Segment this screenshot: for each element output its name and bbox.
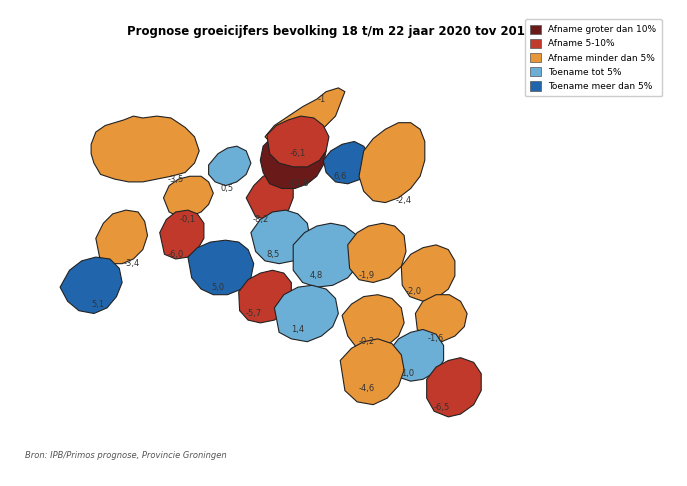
Text: 4,8: 4,8 xyxy=(310,271,324,280)
Text: Bron: IPB/Primos prognose, Provincie Groningen: Bron: IPB/Primos prognose, Provincie Gro… xyxy=(25,451,227,460)
Text: -4,6: -4,6 xyxy=(359,384,374,393)
Text: -1,6: -1,6 xyxy=(428,334,444,344)
Polygon shape xyxy=(188,240,254,295)
Polygon shape xyxy=(293,223,361,287)
Text: 6,6: 6,6 xyxy=(333,172,347,181)
Polygon shape xyxy=(251,210,310,264)
Polygon shape xyxy=(160,210,204,259)
Text: 5,1: 5,1 xyxy=(91,299,104,309)
Text: 0,5: 0,5 xyxy=(221,184,234,193)
Text: -3,4: -3,4 xyxy=(124,259,139,268)
Polygon shape xyxy=(246,173,293,220)
Polygon shape xyxy=(274,285,338,342)
Polygon shape xyxy=(209,146,251,186)
Text: 8,5: 8,5 xyxy=(266,250,279,259)
Text: -6,1: -6,1 xyxy=(290,149,306,158)
Legend: Afname groter dan 10%, Afname 5-10%, Afname minder dan 5%, Toename tot 5%, Toena: Afname groter dan 10%, Afname 5-10%, Afn… xyxy=(525,19,662,96)
Text: -0,1: -0,1 xyxy=(180,215,196,224)
Text: 1,0: 1,0 xyxy=(401,369,414,378)
Polygon shape xyxy=(265,88,345,144)
Text: -6,0: -6,0 xyxy=(168,250,184,259)
Text: -6,5: -6,5 xyxy=(433,403,450,412)
Polygon shape xyxy=(95,210,148,264)
Polygon shape xyxy=(342,295,404,351)
Polygon shape xyxy=(416,295,467,342)
Polygon shape xyxy=(267,116,329,167)
Text: 5,0: 5,0 xyxy=(212,283,225,292)
Polygon shape xyxy=(401,245,455,301)
Polygon shape xyxy=(324,141,370,184)
Text: Prognose groeicijfers bevolking 18 t/m 22 jaar 2020 tov 2015 (%): Prognose groeicijfers bevolking 18 t/m 2… xyxy=(127,25,560,38)
Polygon shape xyxy=(427,358,481,417)
Text: -8,2: -8,2 xyxy=(252,215,269,224)
Polygon shape xyxy=(238,270,291,323)
Text: -1,9: -1,9 xyxy=(359,271,374,280)
Polygon shape xyxy=(60,257,122,313)
Text: -3,5: -3,5 xyxy=(168,174,184,184)
Text: -0,2: -0,2 xyxy=(359,337,374,346)
Polygon shape xyxy=(359,122,425,203)
Polygon shape xyxy=(164,176,213,217)
Polygon shape xyxy=(348,223,406,282)
Text: -2,0: -2,0 xyxy=(405,287,422,296)
Text: -5,7: -5,7 xyxy=(246,309,262,318)
Polygon shape xyxy=(340,339,404,405)
Text: -1: -1 xyxy=(317,95,326,104)
Text: 1,4: 1,4 xyxy=(291,325,304,334)
Text: -2,4: -2,4 xyxy=(396,196,412,205)
Polygon shape xyxy=(260,129,326,189)
Polygon shape xyxy=(389,330,444,381)
Polygon shape xyxy=(91,116,199,182)
Text: -11,8: -11,8 xyxy=(287,179,308,188)
